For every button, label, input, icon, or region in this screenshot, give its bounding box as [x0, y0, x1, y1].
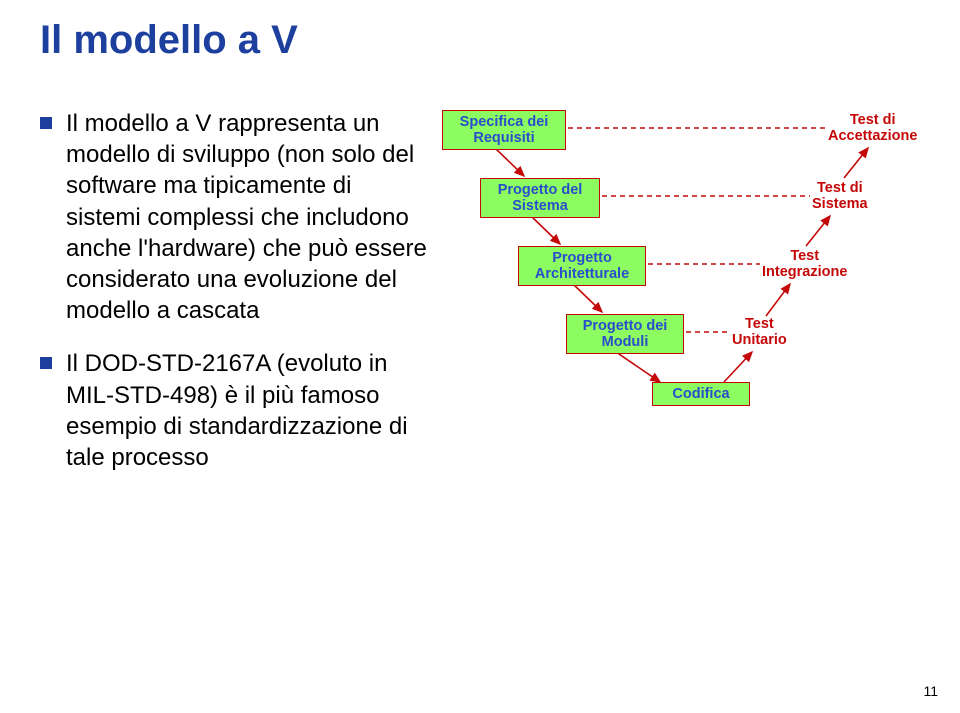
bullet-item: Il modello a V rappresenta un modello di… — [40, 108, 430, 326]
page-number: 11 — [923, 683, 938, 699]
diagram-box: Progetto delSistema — [480, 178, 600, 218]
bullet-item: Il DOD-STD-2167A (evoluto in MIL-STD-498… — [40, 348, 430, 473]
solid-arrow — [616, 352, 660, 382]
bullet-marker-icon — [40, 117, 52, 129]
diagram-test-label: Test diAccettazione — [828, 112, 917, 144]
bullet-text: Il DOD-STD-2167A (evoluto in MIL-STD-498… — [66, 350, 408, 471]
solid-arrow — [495, 148, 524, 176]
solid-arrow — [844, 148, 868, 178]
diagram-test-label: TestUnitario — [732, 316, 787, 348]
diagram-box: Progetto deiModuli — [566, 314, 684, 354]
diagram-box: Specifica deiRequisiti — [442, 110, 566, 150]
solid-arrow — [766, 284, 790, 316]
slide-title: Il modello a V — [40, 18, 298, 63]
bullet-marker-icon — [40, 357, 52, 369]
solid-arrow — [806, 216, 830, 246]
bullet-text: Il modello a V rappresenta un modello di… — [66, 110, 427, 324]
diagram-test-label: TestIntegrazione — [762, 248, 847, 280]
diagram-test-label: Test diSistema — [812, 180, 868, 212]
bullet-list: Il modello a V rappresenta un modello di… — [40, 108, 430, 495]
solid-arrow — [724, 352, 752, 382]
diagram-box: ProgettoArchitetturale — [518, 246, 646, 286]
v-model-diagram: Specifica deiRequisiti Progetto delSistem… — [432, 100, 940, 480]
solid-arrow — [531, 216, 560, 244]
diagram-connectors — [432, 100, 940, 480]
solid-arrow — [573, 284, 602, 312]
diagram-box: Codifica — [652, 382, 750, 406]
